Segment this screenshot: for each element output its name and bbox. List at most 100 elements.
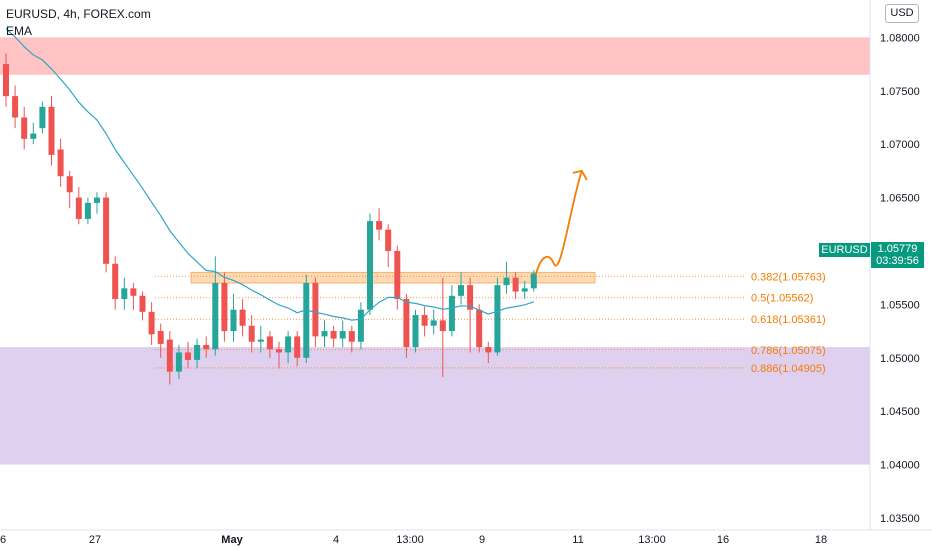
candle (130, 283, 137, 310)
x-tick-label: 13:00 (396, 534, 424, 546)
candle (421, 306, 428, 337)
candle-body (385, 229, 392, 251)
candle (285, 331, 292, 364)
candle (230, 293, 237, 342)
candle-body (448, 295, 455, 332)
candle (257, 325, 264, 353)
candle (503, 261, 510, 294)
candle-body (103, 197, 110, 264)
candle (194, 338, 201, 369)
candle (394, 245, 401, 310)
candle-body (66, 176, 73, 193)
candle-body (112, 263, 119, 300)
candle (266, 331, 273, 358)
candle (294, 331, 301, 367)
candle-body (357, 309, 364, 342)
fib-label-0.5: 0.5(1.05562) (751, 293, 813, 305)
candle-body (257, 339, 264, 342)
candle (30, 122, 37, 145)
demand-zone (0, 347, 870, 465)
candle-body (166, 339, 173, 372)
candle-body (266, 336, 273, 350)
candle (485, 341, 492, 364)
candle (212, 256, 219, 356)
candle (448, 285, 455, 337)
candle-body (376, 221, 383, 230)
last-price-badge: 1.05779 03:39:56 (871, 242, 924, 268)
candle (376, 208, 383, 241)
candle-body (439, 320, 446, 332)
y-tick-label: 1.03500 (880, 513, 920, 525)
ema-indicator-label[interactable]: EMA (6, 24, 33, 38)
candle-body (476, 309, 483, 348)
last-price-symbol-badge: EURUSD (819, 243, 870, 257)
candle-body (512, 277, 519, 292)
x-tick-label: 16 (717, 534, 729, 546)
candle (103, 192, 110, 273)
candle-body (212, 283, 219, 350)
candle (367, 213, 373, 316)
y-tick-label: 1.05500 (880, 299, 920, 311)
candle-body (39, 106, 46, 129)
x-tick-label: 9 (479, 534, 485, 546)
candle-body (84, 202, 91, 219)
x-tick-label: 27 (89, 534, 101, 546)
candle (530, 270, 537, 292)
candle-body (339, 331, 346, 339)
candle-body (185, 352, 191, 360)
candle (439, 277, 446, 377)
fib-label-0.618: 0.618(1.05361) (751, 314, 826, 326)
candle (303, 274, 310, 364)
candle-body (21, 117, 28, 139)
candle-body (303, 283, 310, 358)
candle-body (48, 106, 55, 155)
y-tick-label: 1.08000 (880, 32, 920, 44)
candle (12, 85, 19, 129)
symbol-label[interactable]: EURUSD, 4h, FOREX.com (6, 7, 151, 21)
y-tick-label: 1.07000 (880, 139, 920, 151)
candle (221, 272, 228, 342)
candle (185, 341, 191, 369)
fib-label-0.382: 0.382(1.05763) (751, 271, 826, 283)
candle-body (75, 197, 82, 219)
candle (84, 197, 91, 225)
chart-legend: EURUSD, 4h, FOREX.com EMA (6, 6, 151, 40)
candle-body (412, 315, 419, 348)
candle (48, 96, 55, 166)
ema-line (5, 28, 534, 321)
candle-body (485, 347, 492, 353)
candle (239, 299, 246, 337)
y-tick-label: 1.06500 (880, 193, 920, 205)
candle-body (367, 221, 373, 310)
candle-body (430, 320, 437, 326)
candle (39, 101, 46, 134)
candle-body (139, 295, 146, 312)
resistance-zone (190, 271, 596, 284)
candle-body (148, 311, 155, 335)
candle (3, 53, 9, 107)
candle (476, 304, 483, 353)
y-tick-label: 1.07500 (880, 86, 920, 98)
candle-body (175, 352, 182, 372)
last-price-value: 1.05779 (877, 243, 918, 255)
candle (94, 192, 100, 214)
candle (348, 325, 355, 353)
candle (112, 256, 119, 310)
candle (175, 344, 182, 380)
candle (166, 331, 173, 385)
candle-body (394, 250, 401, 300)
candle-body (494, 285, 501, 353)
candle (121, 277, 128, 310)
candle-body (330, 331, 337, 339)
x-tick-label: 13:00 (638, 534, 666, 546)
candle-countdown: 03:39:56 (876, 255, 919, 267)
candle-body (503, 277, 510, 286)
candle-body (294, 336, 301, 358)
candle (66, 170, 73, 209)
candle-body (57, 149, 64, 177)
candle-body (276, 349, 282, 353)
currency-button[interactable]: USD (885, 4, 919, 23)
candle-body (194, 344, 201, 360)
candle (330, 325, 337, 348)
